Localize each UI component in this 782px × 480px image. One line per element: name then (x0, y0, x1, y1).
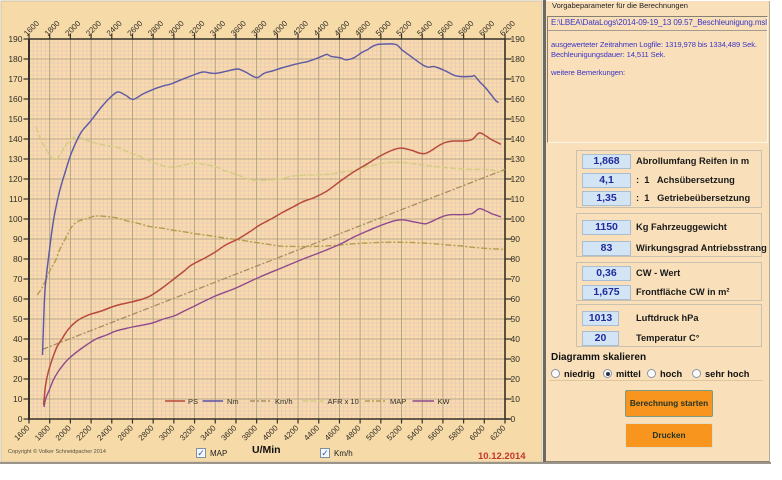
svg-text:180: 180 (511, 54, 525, 64)
svg-text:110: 110 (9, 194, 23, 204)
svg-text:170: 170 (8, 74, 22, 84)
svg-text:50: 50 (511, 314, 521, 324)
svg-text:Km/h: Km/h (275, 397, 293, 406)
svg-text:40: 40 (511, 334, 521, 344)
svg-text:190: 190 (8, 34, 22, 44)
svg-text:80: 80 (13, 254, 23, 264)
svg-text:140: 140 (511, 134, 525, 144)
svg-text:160: 160 (511, 94, 525, 104)
svg-text:160: 160 (8, 94, 22, 104)
svg-text:190: 190 (511, 34, 525, 44)
svg-text:90: 90 (13, 234, 23, 244)
svg-text:PS: PS (188, 397, 198, 406)
svg-text:0: 0 (18, 414, 23, 424)
svg-text:130: 130 (511, 154, 525, 164)
svg-text:10: 10 (13, 394, 23, 404)
svg-text:10: 10 (511, 394, 521, 404)
svg-text:40: 40 (13, 334, 23, 344)
svg-text:120: 120 (8, 174, 22, 184)
svg-text:150: 150 (511, 114, 525, 124)
svg-text:20: 20 (511, 374, 521, 384)
svg-text:90: 90 (511, 234, 521, 244)
svg-text:140: 140 (8, 134, 22, 144)
svg-text:MAP: MAP (390, 397, 406, 406)
svg-text:70: 70 (13, 274, 23, 284)
svg-text:150: 150 (8, 114, 22, 124)
svg-text:100: 100 (8, 214, 22, 224)
svg-text:20: 20 (13, 374, 23, 384)
svg-text:80: 80 (511, 254, 521, 264)
svg-text:100: 100 (511, 214, 525, 224)
svg-text:50: 50 (13, 314, 23, 324)
svg-text:120: 120 (511, 174, 525, 184)
svg-text:60: 60 (13, 294, 23, 304)
svg-text:30: 30 (13, 354, 23, 364)
svg-text:60: 60 (511, 294, 521, 304)
svg-text:KW: KW (438, 397, 451, 406)
svg-text:180: 180 (8, 54, 22, 64)
svg-text:AFR x 10: AFR x 10 (328, 397, 359, 406)
svg-text:130: 130 (8, 154, 22, 164)
svg-text:30: 30 (511, 354, 521, 364)
svg-text:Nm: Nm (227, 397, 239, 406)
svg-text:0: 0 (511, 414, 516, 424)
svg-text:170: 170 (511, 74, 525, 84)
svg-text:70: 70 (511, 274, 521, 284)
svg-text:110: 110 (511, 194, 525, 204)
